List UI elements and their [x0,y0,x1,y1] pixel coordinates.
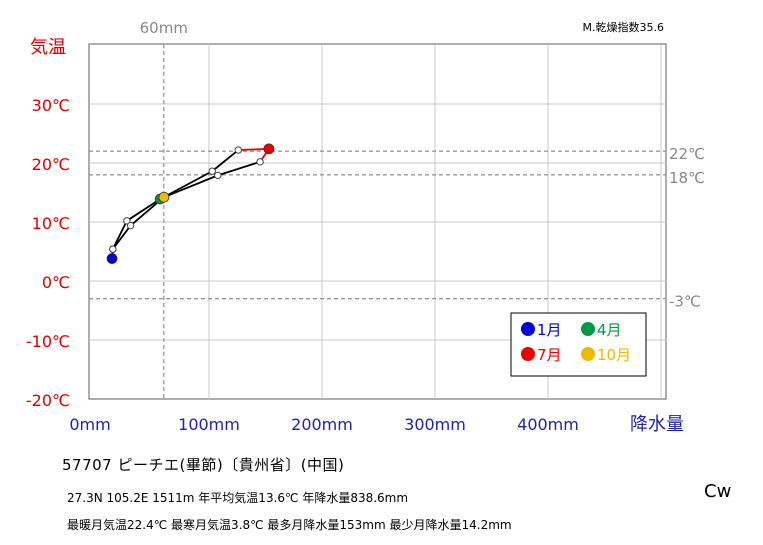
y-tick-label: 0℃ [42,273,70,292]
legend-marker-1 [521,322,535,336]
station-name: 57707 ピーチエ(畢節)〔貴州省〕(中国) [62,456,345,474]
month-point-1 [106,253,118,264]
y-tick-label: 10℃ [32,214,70,233]
legend-label-7: 7月 [537,346,562,364]
climate-path-segment [112,220,128,250]
station-summary-2: 最暖月気温22.4℃ 最寒月気温3.8℃ 最多月降水量153mm 最少月降水量1… [67,518,512,532]
legend-marker-7 [521,347,535,361]
x-tick-label: 0mm [69,415,110,434]
month-point-7 [263,143,275,155]
station-summary-1: 27.3N 105.2E 1511m 年平均気温13.6℃ 年降水量838.6m… [67,491,409,505]
ref-label-temp: 22℃ [669,145,705,163]
y-axis-title: 気温 [30,37,66,58]
climate-class: Cw [704,481,732,502]
legend-label-4: 4月 [597,321,622,339]
ref-label-temp: 18℃ [669,169,705,187]
x-tick-label: 300mm [404,415,466,434]
legend-marker-10 [581,347,595,361]
climate-path-segment [163,174,219,199]
climate-path-segment [217,160,261,177]
legend-label-1: 1月 [537,321,562,339]
ref-label-temp: -3℃ [669,293,701,311]
y-tick-label: 20℃ [32,155,70,174]
month-point-3 [123,217,131,225]
y-tick-label: -20℃ [26,391,70,410]
month-point-6 [234,146,242,154]
climate-path-segment [126,198,161,222]
x-tick-label: 400mm [517,415,579,434]
y-tick-label: -10℃ [26,332,70,351]
legend-marker-4 [581,322,595,336]
climate-path-segment [112,224,132,250]
month-point-12 [109,245,117,253]
y-tick-label: 30℃ [32,96,70,115]
month-point-5 [208,167,216,175]
ref-label-60mm: 60mm [140,19,188,37]
month-point-10 [158,191,170,203]
x-tick-label: 100mm [178,415,240,434]
month-point-11 [126,221,135,230]
x-tick-label: 200mm [291,415,353,434]
climate-path-segment [211,149,239,172]
x-axis-title: 降水量 [630,414,684,435]
aridity-index: M.乾燥指数35.6 [582,21,664,34]
month-point-9 [214,171,222,180]
legend-box [510,312,647,377]
month-point-8 [256,158,264,166]
legend-label-10: 10月 [597,346,631,364]
